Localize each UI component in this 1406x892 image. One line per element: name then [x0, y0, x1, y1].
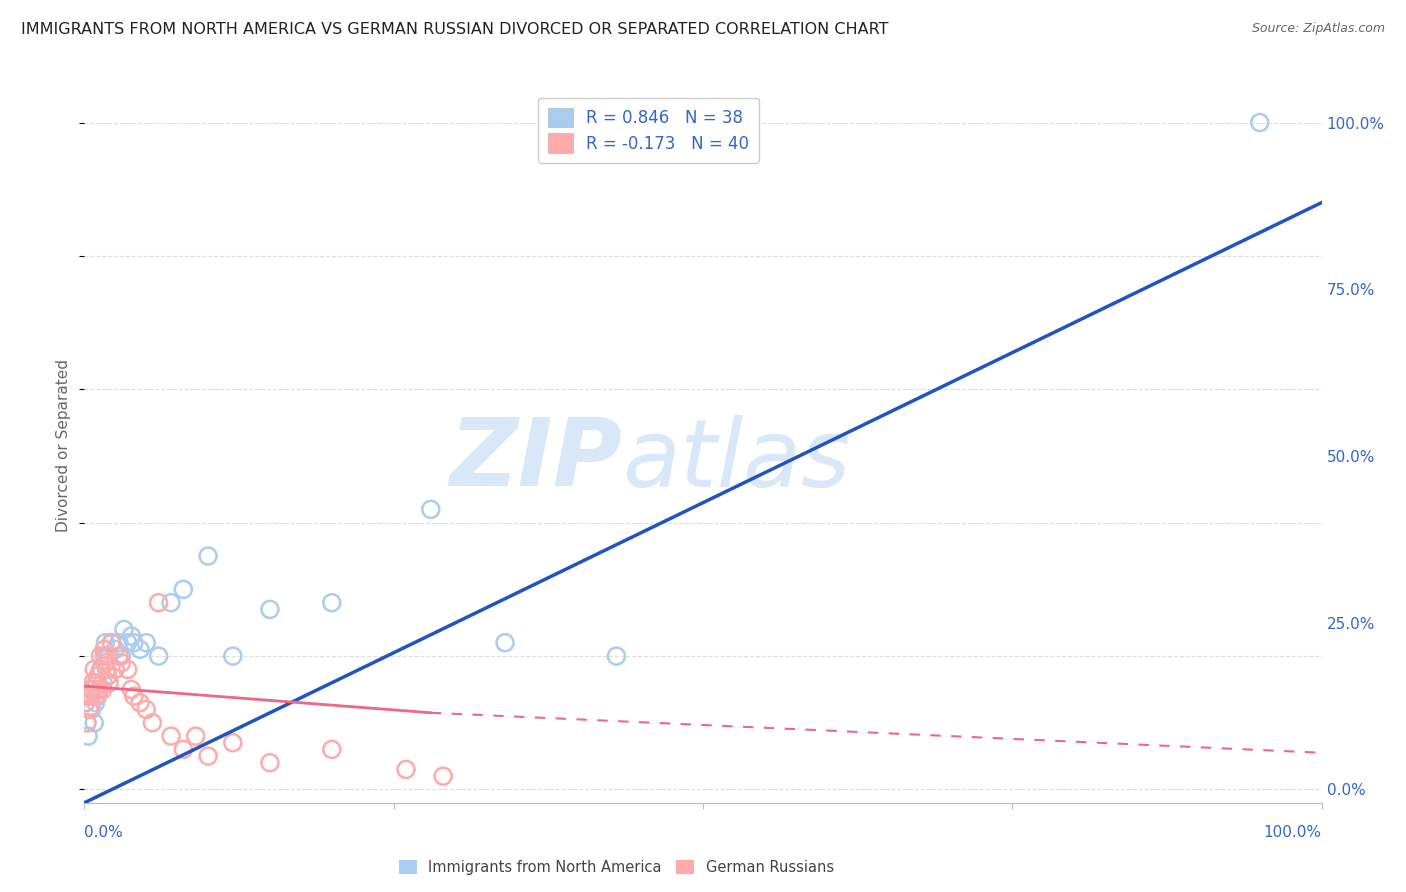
- Point: [89, 682, 111, 697]
- Point: [108, 649, 131, 664]
- Point: [86, 675, 108, 690]
- Point: [89, 662, 111, 676]
- Point: [148, 596, 170, 610]
- Text: 100.0%: 100.0%: [1264, 825, 1322, 840]
- Legend: Immigrants from North America, German Russians: Immigrants from North America, German Ru…: [394, 855, 839, 881]
- Point: [141, 715, 163, 730]
- Point: [98, 675, 121, 690]
- Point: [82, 675, 104, 690]
- Point: [197, 749, 219, 764]
- Point: [148, 649, 170, 664]
- Point: [110, 656, 132, 670]
- Point: [222, 736, 245, 750]
- Point: [89, 682, 111, 697]
- Point: [90, 662, 112, 676]
- Point: [160, 729, 183, 743]
- Point: [87, 689, 110, 703]
- Point: [93, 642, 115, 657]
- Point: [172, 582, 194, 597]
- Point: [89, 649, 111, 664]
- Point: [129, 642, 152, 657]
- Point: [184, 729, 207, 743]
- Point: [91, 675, 114, 690]
- Point: [129, 696, 152, 710]
- Point: [79, 689, 101, 703]
- Point: [83, 715, 105, 730]
- Point: [94, 636, 117, 650]
- Point: [77, 689, 100, 703]
- Point: [321, 596, 343, 610]
- Point: [87, 669, 110, 683]
- Point: [82, 682, 104, 697]
- Point: [97, 669, 120, 683]
- Point: [120, 629, 142, 643]
- Point: [259, 602, 281, 616]
- Point: [122, 689, 145, 703]
- Point: [91, 682, 114, 697]
- Point: [86, 675, 108, 690]
- Point: [83, 662, 105, 676]
- Point: [79, 702, 101, 716]
- Point: [100, 636, 122, 650]
- Point: [104, 642, 127, 657]
- Point: [117, 636, 139, 650]
- Point: [122, 636, 145, 650]
- Text: ZIP: ZIP: [450, 414, 623, 507]
- Point: [79, 682, 101, 697]
- Point: [76, 715, 98, 730]
- Point: [259, 756, 281, 770]
- Text: 0.0%: 0.0%: [84, 825, 124, 840]
- Point: [197, 549, 219, 563]
- Text: Source: ZipAtlas.com: Source: ZipAtlas.com: [1251, 22, 1385, 36]
- Point: [395, 763, 418, 777]
- Point: [172, 742, 194, 756]
- Point: [222, 649, 245, 664]
- Point: [84, 689, 107, 703]
- Point: [135, 636, 157, 650]
- Point: [96, 649, 118, 664]
- Point: [104, 662, 127, 676]
- Point: [112, 623, 135, 637]
- Point: [79, 702, 101, 716]
- Point: [321, 742, 343, 756]
- Point: [80, 689, 103, 703]
- Y-axis label: Divorced or Separated: Divorced or Separated: [56, 359, 72, 533]
- Point: [75, 696, 97, 710]
- Point: [108, 636, 131, 650]
- Point: [605, 649, 627, 664]
- Text: IMMIGRANTS FROM NORTH AMERICA VS GERMAN RUSSIAN DIVORCED OR SEPARATED CORRELATIO: IMMIGRANTS FROM NORTH AMERICA VS GERMAN …: [21, 22, 889, 37]
- Point: [80, 702, 103, 716]
- Text: atlas: atlas: [623, 415, 851, 506]
- Point: [1249, 115, 1271, 129]
- Point: [117, 662, 139, 676]
- Point: [419, 502, 441, 516]
- Point: [76, 715, 98, 730]
- Point: [94, 656, 117, 670]
- Point: [98, 649, 121, 664]
- Point: [110, 649, 132, 664]
- Point: [135, 702, 157, 716]
- Point: [160, 596, 183, 610]
- Point: [432, 769, 454, 783]
- Point: [494, 636, 516, 650]
- Point: [120, 682, 142, 697]
- Point: [77, 729, 100, 743]
- Point: [93, 649, 115, 664]
- Point: [96, 662, 118, 676]
- Point: [100, 636, 122, 650]
- Point: [84, 696, 107, 710]
